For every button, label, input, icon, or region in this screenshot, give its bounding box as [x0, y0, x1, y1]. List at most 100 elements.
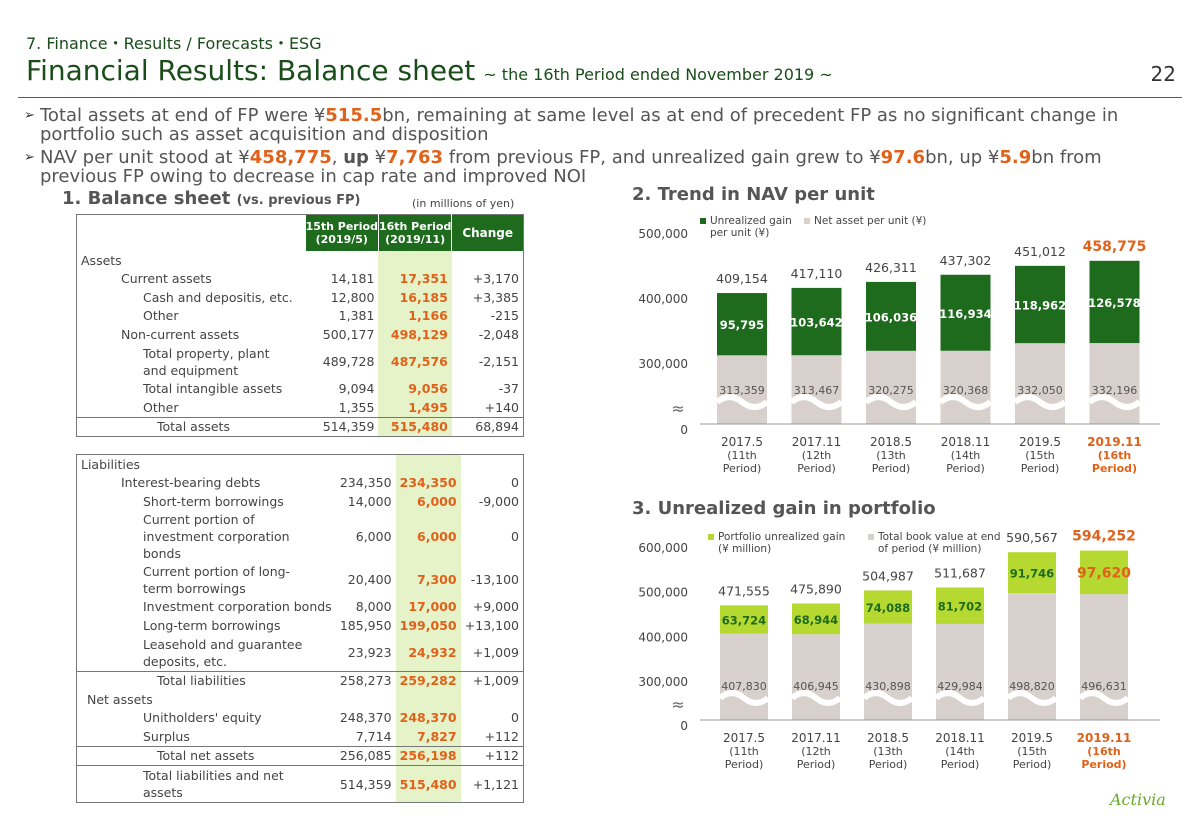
x-tick-label: 2019.5 [1011, 731, 1053, 745]
value-15th: 514,359 [322, 419, 375, 435]
bullet-text: bn, remaining at same level as at end of… [40, 105, 1119, 145]
value-16th: 6,000 [395, 492, 461, 511]
value-16th: 259,282 [395, 671, 461, 690]
bar-gain [792, 603, 840, 635]
bar-base-label: 407,830 [721, 680, 767, 693]
table-row: Unitholders' equity 248,370 248,370 0 [76, 708, 524, 727]
bar-base-label: 313,467 [794, 384, 840, 397]
col-change-header: Change [451, 214, 524, 251]
value-change: +112 [484, 748, 519, 764]
bar-gain [936, 587, 984, 624]
bar-gain-label: 63,724 [722, 614, 766, 628]
bar-base [864, 623, 912, 720]
row-label: Total liabilities [157, 673, 246, 689]
bullet-text: bn, up ¥ [925, 147, 1000, 168]
bar-total-label: 471,555 [718, 583, 770, 598]
liabilities-table: Liabilities Interest-bearing debts 234,35… [76, 454, 524, 803]
x-tick-label: (11th [727, 449, 757, 462]
x-tick-label: Period) [723, 462, 762, 475]
col-15-sub: (2019/5) [315, 233, 368, 246]
y-tick-label: 300,000 [638, 675, 688, 689]
value-change: -9,000 [478, 493, 519, 509]
value-change: +1,009 [472, 673, 519, 689]
bar-total-label: 475,890 [790, 581, 842, 596]
value-15th: 8,000 [355, 599, 392, 615]
bar-total-label: 594,252 [1072, 529, 1136, 545]
table-row: Current portion of long-term borrowings 2… [76, 561, 524, 598]
value-15th: 14,181 [330, 271, 375, 287]
x-tick-label: Period) [725, 758, 764, 771]
x-tick-label: 2017.11 [792, 435, 842, 449]
bar-gain-label: 97,620 [1077, 565, 1131, 581]
row-label: Current portion of long-term borrowings [143, 563, 291, 596]
x-tick-label: Period) [1092, 462, 1137, 475]
value-16th: 515,480 [378, 417, 452, 437]
legend-swatch [804, 218, 810, 224]
page-number: 22 [1150, 62, 1176, 86]
y-tick-label: 300,000 [638, 357, 688, 371]
x-tick-label: (15th [1025, 449, 1055, 462]
value-15th: 500,177 [322, 326, 375, 342]
axis-break-icon: ≈ [671, 399, 684, 418]
value-15th: 1,355 [338, 399, 375, 415]
bar-gain [866, 281, 916, 351]
bar-break-wave [864, 394, 918, 410]
row-label: Total net assets [157, 748, 255, 764]
bar-break-wave [1087, 394, 1142, 410]
value-16th: 17,351 [378, 269, 452, 288]
header-divider [18, 97, 1182, 98]
page-title: Financial Results: Balance sheet ~ the 16… [26, 54, 833, 87]
y-tick-label: 600,000 [638, 541, 688, 555]
table-row: Total property, plant and equipment 489,7… [76, 343, 524, 380]
bar-gain-label: 74,088 [866, 601, 910, 615]
value-16th: 248,370 [395, 708, 461, 727]
x-tick-label: (16th [1087, 745, 1120, 758]
x-tick-label: (11th [729, 745, 759, 758]
value-15th: 489,728 [322, 354, 375, 369]
col-15th-header: 15th Period (2019/5) [305, 214, 379, 251]
assets-table: 15th Period (2019/5) 16th Period (2019/11)… [75, 214, 524, 437]
legend-swatch [708, 534, 714, 540]
value-15th: 9,094 [338, 381, 375, 397]
bar-break-wave [1006, 690, 1058, 706]
col16-spacer [378, 251, 452, 270]
bar-base [792, 634, 840, 720]
bullet-text: NAV per unit stood at ¥ [40, 147, 250, 168]
bar-break-wave [790, 690, 842, 706]
bar-break-wave [789, 394, 844, 410]
legend-label: (¥ million) [718, 543, 771, 555]
bullet-bold: up [343, 147, 369, 168]
bullet-text: ¥ [368, 147, 387, 168]
assets-label: Assets [81, 252, 122, 268]
unrealized-gain-chart: 0 300,000 400,000 500,000 600,000 ≈407,830 63,… [638, 529, 1160, 771]
x-tick-label: Period) [797, 758, 836, 771]
value-15th: 258,273 [339, 673, 392, 689]
x-tick-label: (14th [951, 449, 981, 462]
legend-swatch [700, 218, 706, 224]
value-16th: 6,000 [395, 510, 461, 562]
bar-break-wave [862, 690, 914, 706]
bullet-highlight: 458,775 [249, 147, 332, 168]
bar-gain-label: 106,036 [865, 310, 917, 324]
unit-note: (in millions of yen) [412, 197, 515, 210]
row-label: Surplus [143, 728, 190, 744]
value-16th: 16,185 [378, 288, 452, 307]
nav-chart-title: 2. Trend in NAV per unit [632, 184, 875, 205]
bar-break-wave [718, 690, 770, 706]
value-15th: 20,400 [347, 572, 392, 587]
table-row: Other 1,355 1,495 +140 [76, 398, 524, 417]
bar-base-label: 406,945 [793, 680, 839, 693]
bar-gain-label: 126,578 [1088, 296, 1140, 310]
table-row: Long-term borrowings 185,950 199,050 +13,10… [76, 616, 524, 635]
row-label: Current assets [121, 271, 212, 287]
value-16th: 234,350 [395, 473, 461, 492]
x-tick-label: 2017.5 [721, 435, 763, 449]
bar-total-label: 417,110 [791, 266, 843, 281]
value-15th: 6,000 [355, 528, 392, 544]
x-tick-label: (12th [801, 745, 831, 758]
value-15th: 256,085 [339, 748, 392, 764]
spacer [461, 690, 524, 709]
x-tick-label: (14th [945, 745, 975, 758]
spacer [336, 690, 396, 709]
value-16th: 199,050 [395, 616, 461, 635]
